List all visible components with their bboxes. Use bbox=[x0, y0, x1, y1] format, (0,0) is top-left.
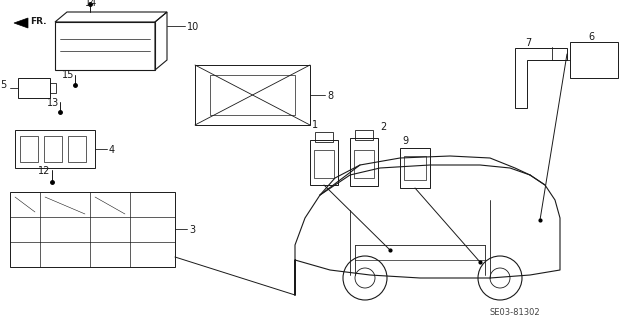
Bar bbox=[400, 148, 430, 188]
Bar bbox=[68, 136, 86, 162]
Bar bbox=[50, 83, 56, 93]
Text: 6: 6 bbox=[588, 32, 594, 42]
Text: 9: 9 bbox=[402, 136, 408, 146]
Bar bbox=[15, 130, 95, 168]
Bar bbox=[195, 65, 310, 125]
Text: 13: 13 bbox=[47, 98, 60, 108]
Text: 2: 2 bbox=[380, 122, 387, 132]
Bar bbox=[210, 75, 295, 115]
Text: 7: 7 bbox=[525, 38, 531, 48]
Text: 14: 14 bbox=[85, 0, 97, 8]
Bar bbox=[10, 192, 175, 267]
Bar bbox=[310, 140, 338, 185]
Text: 15: 15 bbox=[62, 70, 74, 80]
Bar bbox=[354, 150, 374, 178]
Bar bbox=[55, 22, 155, 70]
Bar bbox=[570, 42, 618, 78]
Text: 4: 4 bbox=[109, 145, 115, 155]
Polygon shape bbox=[14, 18, 28, 28]
Bar bbox=[355, 130, 373, 140]
Bar bbox=[315, 132, 333, 142]
Bar bbox=[314, 150, 334, 178]
Text: 8: 8 bbox=[327, 91, 333, 101]
Bar bbox=[350, 138, 378, 186]
Bar bbox=[44, 136, 62, 162]
Text: 5: 5 bbox=[0, 80, 6, 90]
Text: 10: 10 bbox=[187, 22, 199, 33]
Text: SE03-81302: SE03-81302 bbox=[490, 308, 541, 317]
Bar bbox=[404, 156, 426, 180]
Bar bbox=[20, 136, 38, 162]
Bar bbox=[18, 78, 50, 98]
Text: 3: 3 bbox=[189, 225, 195, 235]
Text: 1: 1 bbox=[312, 120, 318, 130]
Text: 12: 12 bbox=[38, 166, 51, 176]
Text: FR.: FR. bbox=[30, 17, 47, 26]
